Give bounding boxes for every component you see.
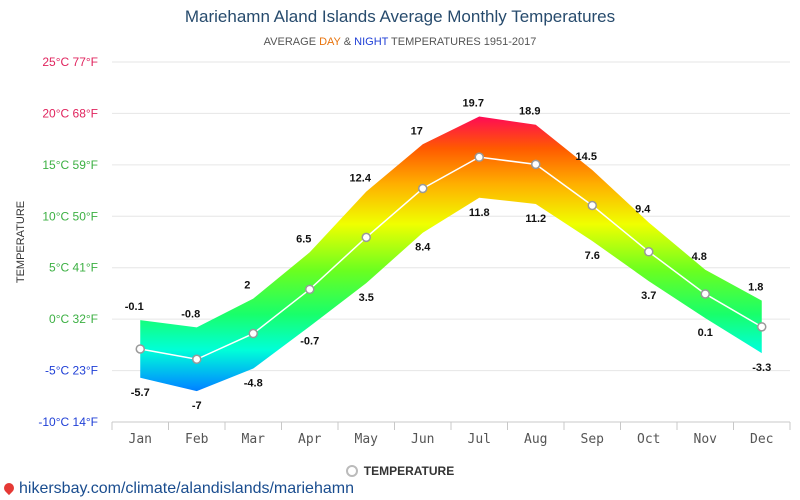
x-tick-label: Feb [185,432,209,447]
average-point[interactable] [757,322,767,332]
x-tick-label: Dec [750,432,773,447]
night-value-label: -4.8 [244,378,263,390]
y-tick-label: 20°C 68°F [42,106,98,120]
x-tick-label: Aug [524,432,547,447]
day-value-label: 14.5 [576,151,597,163]
average-point[interactable] [361,232,371,243]
day-value-label: 18.9 [519,106,540,118]
subtitle-amp: & [340,36,355,48]
average-point[interactable] [248,328,258,339]
x-tick-label: Jun [411,432,434,447]
y-tick-label: 25°C 77°F [42,55,98,69]
legend-marker-icon [345,465,358,477]
night-value-label: 11.2 [525,213,546,225]
night-value-label: -5.7 [131,387,150,399]
y-axis-label: TEMPERATURE [15,201,27,283]
day-value-label: 17 [411,125,423,137]
average-point[interactable] [700,289,710,299]
map-pin-icon [1,480,17,496]
night-value-label: 11.8 [469,207,490,219]
temperature-chart: 25°C 77°F 20°C 68°F 15°C 59°F 10°C 50°F 5°C … [15,55,791,447]
day-value-label: -0.1 [125,301,144,313]
x-tick-label: Apr [298,432,322,447]
day-value-label: 12.4 [350,173,372,185]
day-night-area [140,116,762,392]
night-value-label: -3.3 [752,362,771,374]
average-point[interactable] [305,284,315,295]
subtitle-night: NIGHT [354,36,389,48]
x-tick-label: Mar [242,432,266,447]
night-value-label: 3.5 [359,292,374,304]
night-value-label: -0.7 [300,335,319,347]
night-value-label: 0.1 [698,327,713,339]
average-point[interactable] [587,200,597,211]
y-tick-label: -10°C 14°F [38,415,98,429]
average-point[interactable] [474,152,484,162]
night-value-label: 7.6 [585,250,600,262]
x-tick-label: Jan [129,432,152,447]
subtitle-day: DAY [319,36,341,48]
subtitle-prefix: AVERAGE [263,36,320,48]
average-point[interactable] [135,344,145,354]
night-value-label: 8.4 [415,242,431,254]
y-tick-label: 5°C 41°F [49,261,98,275]
legend[interactable]: TEMPERATURE [0,464,800,478]
day-value-label: -0.8 [181,308,200,320]
average-point[interactable] [531,159,541,170]
average-point[interactable] [418,183,428,194]
average-point[interactable] [644,247,654,257]
day-value-label: 19.7 [463,98,484,110]
footer-text: hikersbay.com/climate/alandislands/marie… [19,480,354,497]
x-tick-label: Oct [637,432,660,447]
day-value-label: 1.8 [748,282,763,294]
day-value-label: 9.4 [635,203,651,215]
legend-label: TEMPERATURE [363,464,455,478]
x-tick-label: Jul [468,432,491,447]
chart-title: Mariehamn Aland Islands Average Monthly … [184,7,616,26]
x-tick-label: Nov [694,432,718,447]
y-tick-label: 0°C 32°F [49,312,98,326]
y-tick-label: 15°C 59°F [42,158,98,172]
y-tick-label: 10°C 50°F [42,209,98,223]
day-value-label: 4.8 [692,251,707,263]
chart-subtitle: AVERAGE DAY & NIGHT TEMPERATURES 1951-20… [0,36,800,48]
night-value-label: -7 [192,400,202,412]
footer-link[interactable]: hikersbay.com/climate/alandislands/marie… [1,480,354,498]
average-line [140,156,763,361]
average-point[interactable] [192,354,202,365]
y-tick-label: -5°C 23°F [45,364,98,378]
subtitle-suffix: TEMPERATURES 1951-2017 [388,36,537,48]
day-value-label: 6.5 [296,233,311,245]
x-tick-label: May [355,432,379,447]
x-tick-label: Sep [581,432,605,447]
day-value-label: 2 [244,280,250,292]
night-value-label: 3.7 [641,290,656,302]
